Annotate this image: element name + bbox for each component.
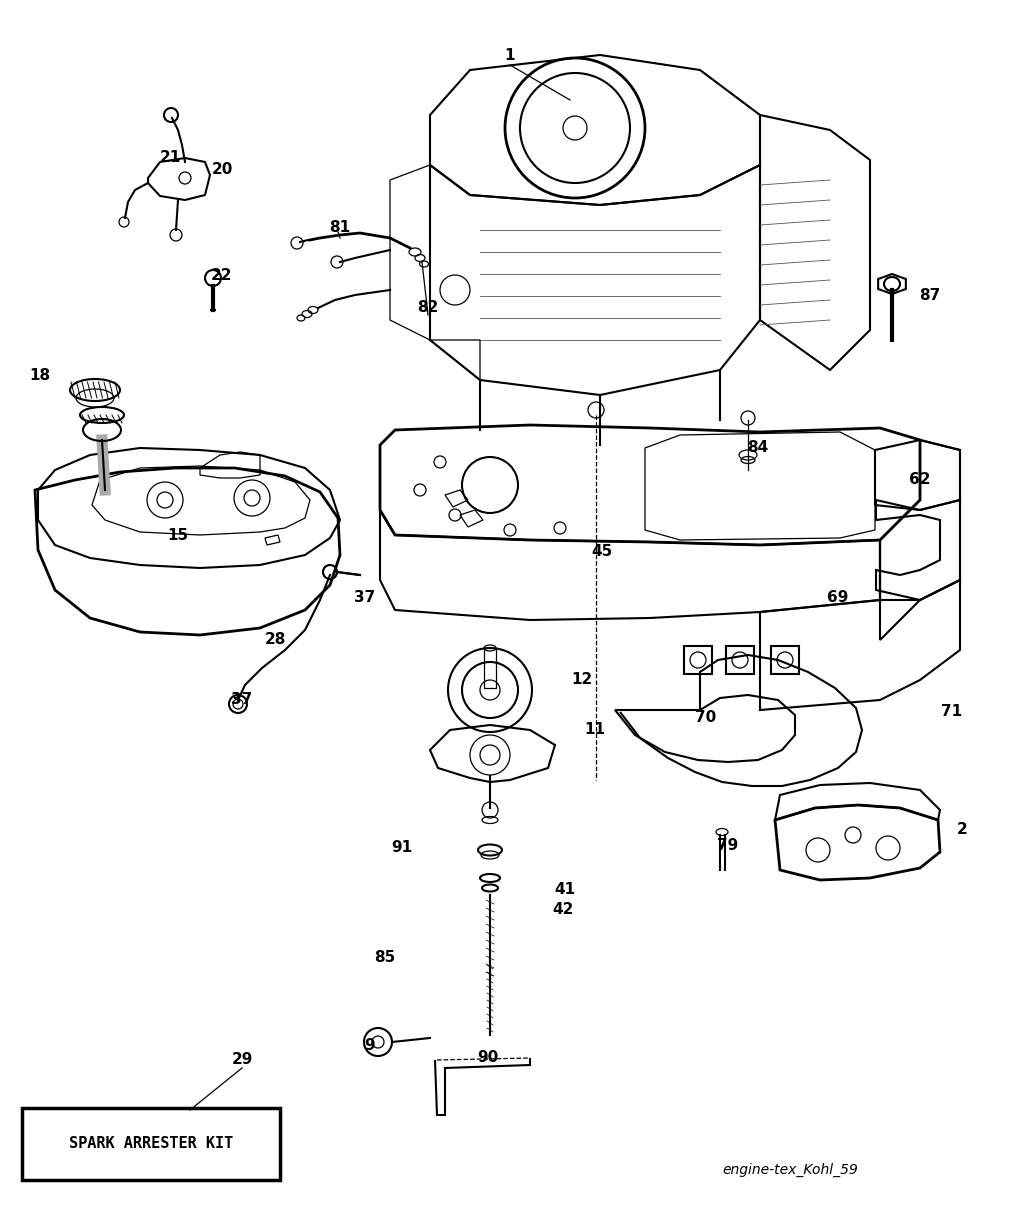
- Text: 1: 1: [505, 47, 515, 62]
- Text: 71: 71: [941, 704, 963, 720]
- Text: 28: 28: [264, 632, 286, 647]
- Text: 69: 69: [827, 591, 849, 606]
- Text: 62: 62: [909, 473, 931, 488]
- Text: 81: 81: [330, 220, 350, 236]
- Text: SPARK ARRESTER KIT: SPARK ARRESTER KIT: [69, 1137, 233, 1152]
- Text: 91: 91: [391, 840, 413, 856]
- Text: 2: 2: [956, 822, 968, 838]
- Text: 79: 79: [718, 838, 738, 852]
- Text: 15: 15: [168, 528, 188, 542]
- Text: 45: 45: [592, 545, 612, 559]
- Text: 12: 12: [571, 672, 593, 687]
- Text: 90: 90: [477, 1051, 499, 1065]
- Bar: [22, 1108, 280, 1180]
- Text: 37: 37: [231, 692, 253, 708]
- Text: 22: 22: [211, 268, 232, 282]
- Text: 20: 20: [211, 163, 232, 178]
- Text: 85: 85: [375, 951, 395, 966]
- Text: 18: 18: [30, 367, 50, 383]
- Text: 21: 21: [160, 151, 180, 165]
- Text: 70: 70: [695, 710, 717, 726]
- Text: engine-tex_Kohl_59: engine-tex_Kohl_59: [722, 1162, 858, 1177]
- Text: 11: 11: [585, 722, 605, 737]
- Text: 37: 37: [354, 591, 376, 606]
- Text: 29: 29: [231, 1053, 253, 1068]
- Text: 82: 82: [418, 300, 438, 315]
- Text: 87: 87: [920, 287, 941, 303]
- Text: 84: 84: [748, 440, 769, 456]
- Text: 9: 9: [365, 1037, 376, 1053]
- Text: 41: 41: [554, 883, 575, 897]
- Text: 42: 42: [552, 902, 573, 918]
